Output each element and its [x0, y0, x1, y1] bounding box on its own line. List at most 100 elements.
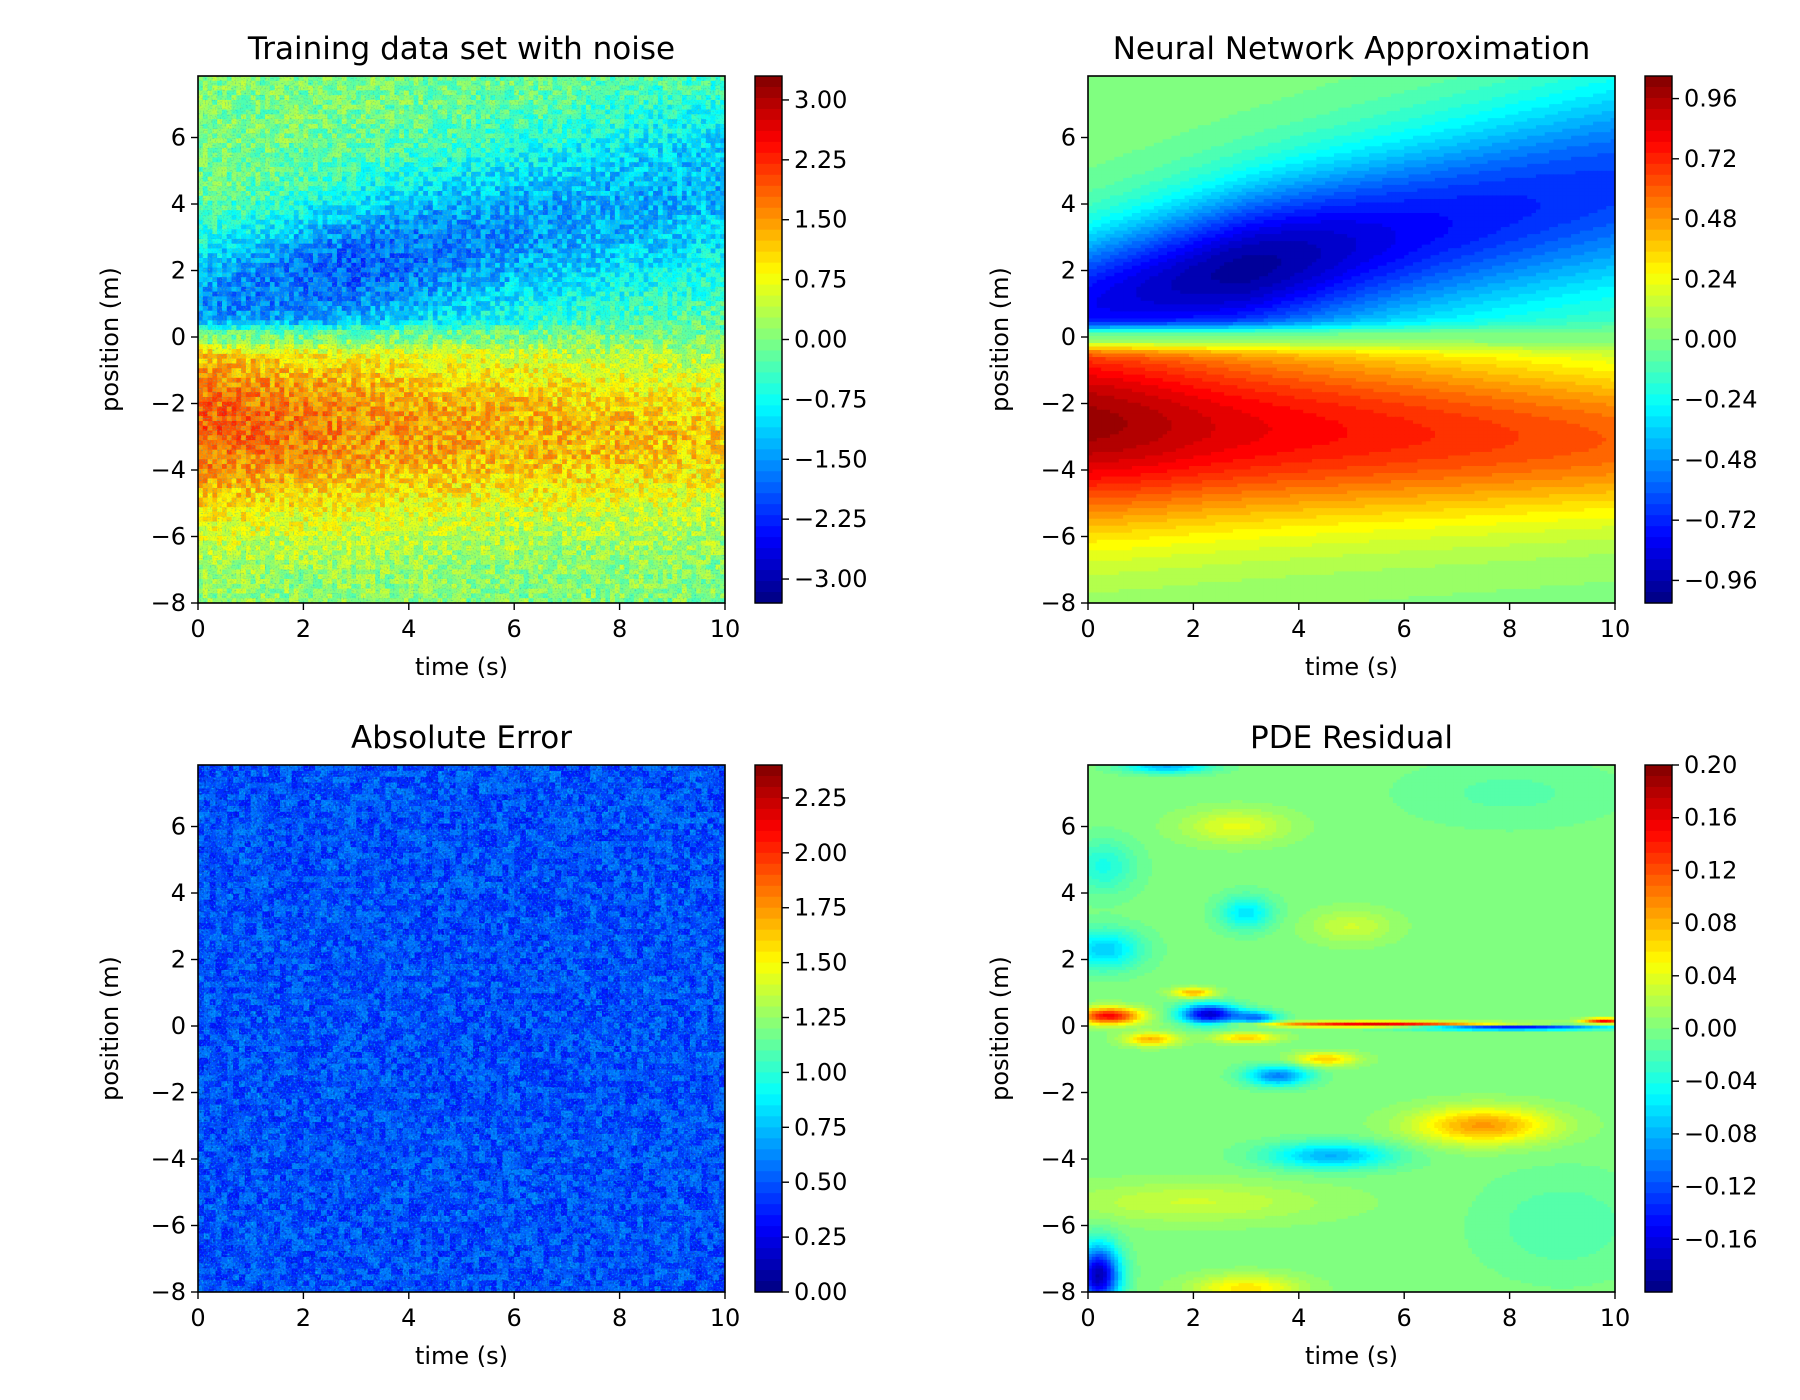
- heatmap-cell: [519, 253, 524, 258]
- heatmap-cell: [505, 277, 510, 282]
- heatmap-cell: [385, 263, 390, 268]
- heatmap-cell: [514, 95, 519, 100]
- heatmap-cell: [399, 258, 404, 263]
- heatmap-cell: [342, 272, 347, 277]
- heatmap-cell: [428, 105, 433, 110]
- heatmap-cell: [557, 253, 562, 258]
- heatmap-cell: [275, 162, 280, 167]
- heatmap-cell: [370, 277, 375, 282]
- heatmap-cell: [255, 167, 260, 172]
- heatmap-cell: [466, 90, 471, 95]
- heatmap-cell: [466, 215, 471, 220]
- heatmap-cell: [447, 181, 452, 186]
- heatmap-cell: [279, 210, 284, 215]
- heatmap-cell: [370, 133, 375, 138]
- heatmap-cell: [624, 258, 629, 263]
- heatmap-cell: [327, 287, 332, 292]
- heatmap-cell: [572, 95, 577, 100]
- heatmap-cell: [260, 181, 265, 186]
- heatmap-cell: [490, 95, 495, 100]
- heatmap-cell: [217, 186, 222, 191]
- heatmap-cell: [428, 143, 433, 148]
- heatmap-cell: [682, 229, 687, 234]
- heatmap-cell: [586, 119, 591, 124]
- heatmap-cell: [327, 205, 332, 210]
- heatmap-cell: [596, 100, 601, 105]
- heatmap-cell: [696, 287, 701, 292]
- heatmap-cell: [586, 81, 591, 86]
- heatmap-cell: [385, 76, 390, 81]
- heatmap-cell: [605, 86, 610, 91]
- heatmap-cell: [600, 268, 605, 273]
- heatmap-cell: [370, 215, 375, 220]
- heatmap-cell: [490, 129, 495, 134]
- heatmap-cell: [442, 196, 447, 201]
- heatmap-cell: [576, 114, 581, 119]
- heatmap-cell: [418, 124, 423, 129]
- heatmap-cell: [370, 153, 375, 158]
- heatmap-cell: [241, 248, 246, 253]
- heatmap-cell: [639, 225, 644, 230]
- heatmap-cell: [648, 133, 653, 138]
- heatmap-cell: [380, 177, 385, 182]
- heatmap-cell: [323, 90, 328, 95]
- heatmap-cell: [581, 196, 586, 201]
- heatmap-cell: [466, 186, 471, 191]
- heatmap-cell: [471, 100, 476, 105]
- heatmap-cell: [658, 148, 663, 153]
- heatmap-cell: [337, 277, 342, 282]
- heatmap-cell: [567, 244, 572, 249]
- heatmap-cell: [682, 239, 687, 244]
- heatmap-cell: [514, 225, 519, 230]
- heatmap-cell: [212, 162, 217, 167]
- heatmap-cell: [275, 105, 280, 110]
- heatmap-cell: [442, 110, 447, 115]
- heatmap-cell: [495, 172, 500, 177]
- heatmap-cell: [615, 81, 620, 86]
- heatmap-cell: [217, 114, 222, 119]
- heatmap-cell: [241, 177, 246, 182]
- heatmap-cell: [265, 157, 270, 162]
- heatmap-cell: [668, 81, 673, 86]
- heatmap-cell: [696, 86, 701, 91]
- heatmap-cell: [227, 167, 232, 172]
- heatmap-cell: [663, 95, 668, 100]
- heatmap-cell: [275, 201, 280, 206]
- heatmap-cell: [404, 172, 409, 177]
- heatmap-cell: [485, 86, 490, 91]
- heatmap-cell: [394, 229, 399, 234]
- heatmap-cell: [433, 244, 438, 249]
- heatmap-cell: [529, 253, 534, 258]
- heatmap-cell: [677, 129, 682, 134]
- heatmap-cell: [485, 177, 490, 182]
- heatmap-cell: [500, 196, 505, 201]
- heatmap-cell: [342, 282, 347, 287]
- heatmap-cell: [198, 81, 203, 86]
- heatmap-cell: [481, 244, 486, 249]
- heatmap-cell: [572, 172, 577, 177]
- heatmap-cell: [308, 90, 313, 95]
- heatmap-cell: [610, 201, 615, 206]
- heatmap-cell: [620, 196, 625, 201]
- heatmap-cell: [605, 268, 610, 273]
- heatmap-cell: [251, 86, 256, 91]
- heatmap-cell: [505, 86, 510, 91]
- heatmap-cell: [596, 129, 601, 134]
- heatmap-cell: [275, 181, 280, 186]
- heatmap-cell: [706, 143, 711, 148]
- heatmap-cell: [236, 253, 241, 258]
- heatmap-cell: [332, 143, 337, 148]
- heatmap-cell: [246, 119, 251, 124]
- heatmap-cell: [361, 287, 366, 292]
- heatmap-cell: [222, 210, 227, 215]
- heatmap-cell: [553, 234, 558, 239]
- heatmap-cell: [366, 167, 371, 172]
- heatmap-cell: [553, 263, 558, 268]
- heatmap-cell: [394, 272, 399, 277]
- heatmap-cell: [318, 124, 323, 129]
- heatmap-cell: [538, 263, 543, 268]
- heatmap-cell: [624, 244, 629, 249]
- heatmap-cell: [543, 105, 548, 110]
- heatmap-cell: [462, 210, 467, 215]
- heatmap-cell: [663, 143, 668, 148]
